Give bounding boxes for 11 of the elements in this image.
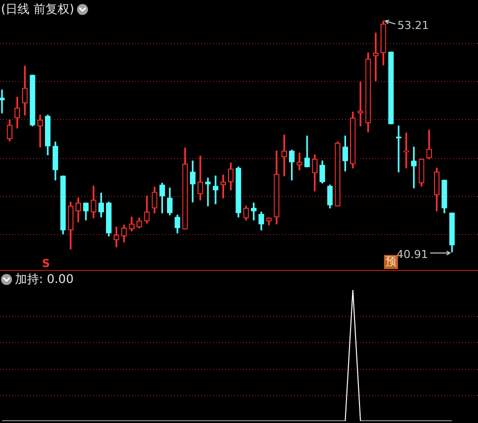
chart-title: 加持: 0.00 [15, 272, 74, 286]
candlestick [0, 90, 5, 114]
annotation: 40.91 [396, 248, 428, 261]
chart-title: (日线 前复权) [1, 2, 74, 16]
text: 预 [384, 255, 398, 269]
candlestick [296, 152, 302, 170]
candlestick [205, 178, 211, 206]
candlestick [358, 82, 364, 126]
annotation: 53.21 [397, 18, 429, 32]
text: S [42, 257, 50, 270]
candlestick [212, 176, 218, 204]
